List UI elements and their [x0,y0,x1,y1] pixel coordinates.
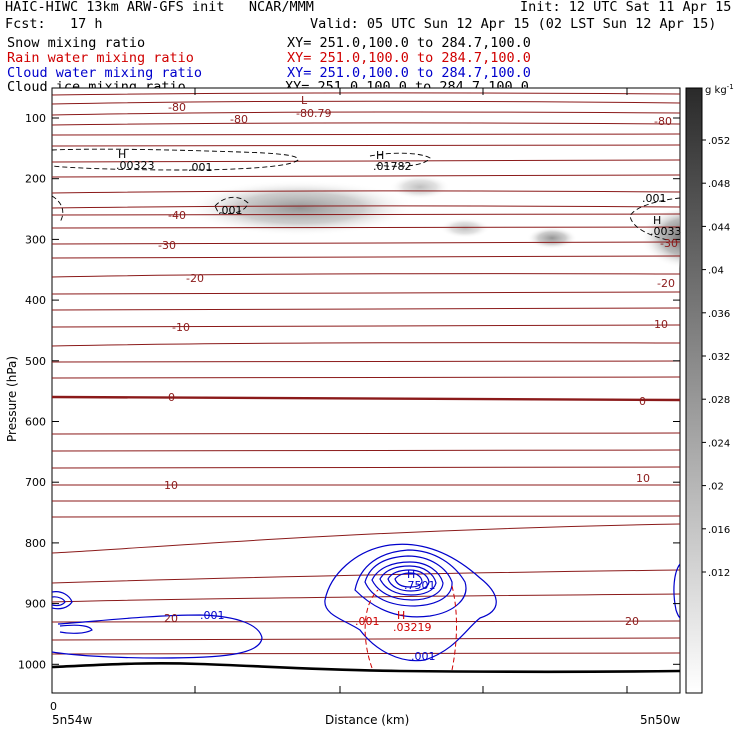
high-marker-1: H [118,148,126,161]
temp-label-m10a: -10 [172,321,190,334]
contour-value-labels: .001 .001 .001 .001 .001 .001 [188,161,667,663]
temp-label-20b: 20 [625,615,639,628]
high-value-2: .01782 [373,160,412,173]
y-tick-label-500: 500 [25,355,46,368]
temp-label-m20a: -20 [186,272,204,285]
colorbar-tick-label-7: .024 [708,438,730,449]
y-tick-label-300: 300 [25,233,46,246]
colorbar-tick-label-0: .052 [708,136,730,147]
y-tick-label-900: 900 [25,598,46,611]
legend-snow-xy: XY= 251.0,100.0 to 284.7,100.0 [287,35,531,51]
temp-label-m10b: -10 [650,318,668,331]
low-marker: L [301,94,308,107]
colorbar-tick-label-8: .02 [708,482,724,493]
cloud-label-2: .001 [411,650,436,663]
x-axis-ticks [51,88,628,693]
cloud-label-1: .001 [200,609,225,622]
legend-rain-xy: XY= 251.0,100.0 to 284.7,100.0 [287,50,531,66]
colorbar-unit: g kg-1 [705,83,734,96]
legend-rain-label: Rain water mixing ratio [7,50,194,66]
x-right-label: 5n50w [640,713,681,727]
colorbar-tick-label-3: .04 [708,266,724,277]
colorbar-tick-label-6: .028 [708,395,730,406]
snow-shading-right [527,227,577,249]
temp-label-0b: 0 [639,395,646,408]
y-tick-label-1000: 1000 [18,658,46,671]
plot-area [51,87,681,694]
colorbar-tick-label-2: .044 [708,222,730,233]
y-tick-label-400: 400 [25,294,46,307]
y-tick-label-600: 600 [25,416,46,429]
temperature-labels: -80 -80 -80 -40 -30 -20 -20 -10 -10 0 0 … [158,101,678,628]
high-marker-rain: H [397,609,405,622]
snow-shading-small [390,175,450,199]
temp-label-0a: 0 [168,391,175,404]
y-tick-label-800: 800 [25,537,46,550]
temp-label-m80c: -80 [654,115,672,128]
colorbar [685,87,703,694]
extrema-labels: L -80.79 H .00323 H .01782 H .0033 H .75… [116,94,682,634]
temp-label-10a: 10 [164,479,178,492]
x-axis-title: Distance (km) [325,713,409,727]
legend-cloudwater-label: Cloud water mixing ratio [7,65,203,81]
high-marker-cloud: H [407,568,415,581]
high-marker-3: H [653,214,661,227]
y-tick-label-100: 100 [25,112,46,125]
cloud-ice-contours [52,148,680,241]
high-value-1: .00323 [116,159,155,172]
temp-label-m20b: -20 [657,277,675,290]
temp-label-m80b: -80 [230,113,248,126]
x-left-label: 5n54w [52,713,93,727]
freezing-level-contour [52,395,680,402]
colorbar-tick-label-10: .012 [708,568,730,579]
x-tick-label-0: 0 [50,700,57,713]
init-time: Init: 12 UTC Sat 11 Apr 15 [520,0,732,15]
y-tick-label-700: 700 [25,476,46,489]
temp-label-m30b: -30 [660,237,678,250]
high-value-3: .0033 [650,225,682,238]
temp-label-m30: -30 [158,239,176,252]
snow-shading-edge [640,205,680,269]
rain-water-contours [364,585,457,671]
cloud-water-contours [52,543,680,662]
low-value: -80.79 [296,107,331,120]
high-value-cloud: .7501 [404,579,436,592]
colorbar-tick-label-9: .016 [708,525,730,536]
high-marker-2: H [376,149,384,162]
snow-shading-main [185,180,415,236]
terrain-line [52,662,680,674]
ice-label-2: .001 [218,204,243,217]
temp-label-m40: -40 [168,209,186,222]
forecast-hour: Fcst: 17 h [5,16,103,32]
y-tick-label-200: 200 [25,173,46,186]
temp-label-10b: 10 [636,472,650,485]
colorbar-ticks: .052 .048 .044 .04 .036 .032 .028 .024 .02 .016 .0… [702,136,730,579]
valid-time: Valid: 05 UTC Sun 12 Apr 15 (02 LST Sun … [310,16,717,32]
colorbar-tick-label-1: .048 [708,179,730,190]
temp-label-20a: 20 [164,612,178,625]
snow-shading-mid [440,218,490,238]
legend-cloudwater-xy: XY= 251.0,100.0 to 284.7,100.0 [287,65,531,81]
temp-label-m80a: -80 [168,101,186,114]
rain-label-1: .001 [355,615,380,628]
colorbar-tick-label-4: .036 [708,309,730,320]
legend-snow-label: Snow mixing ratio [7,35,146,51]
colorbar-tick-label-5: .032 [708,352,730,363]
ice-label-1: .001 [188,161,213,174]
high-value-rain: .03219 [393,621,432,634]
y-axis-title: Pressure (hPa) [5,356,19,442]
ice-label-3: .001 [642,192,667,205]
plot-title: HAIC-HIWC 13km ARW-GFS init NCAR/MMM [5,0,314,15]
